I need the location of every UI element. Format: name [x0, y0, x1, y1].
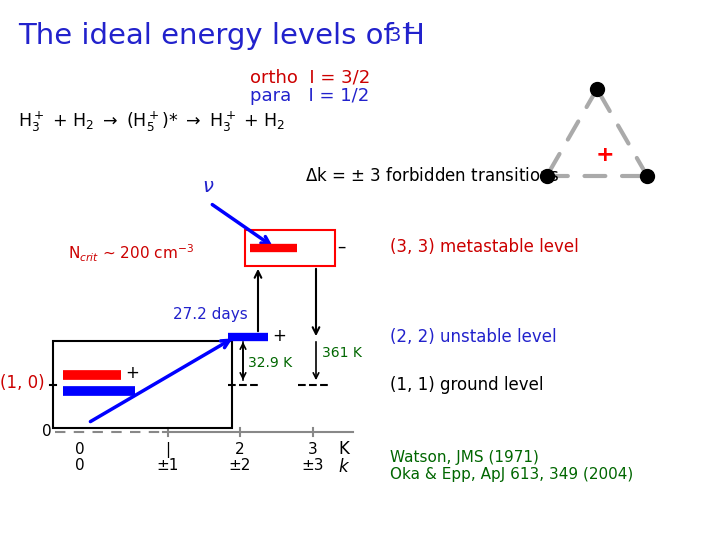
Text: 0: 0 [75, 458, 85, 473]
Text: (1, 0): (1, 0) [1, 374, 45, 391]
Text: (3, 3) metastable level: (3, 3) metastable level [390, 238, 579, 256]
Text: 2: 2 [235, 442, 245, 457]
Text: Oka & Epp, ApJ 613, 349 (2004): Oka & Epp, ApJ 613, 349 (2004) [390, 467, 634, 482]
Text: (2, 2) unstable level: (2, 2) unstable level [390, 328, 557, 346]
Text: 0: 0 [42, 423, 52, 438]
Text: H$_3^+$ + H$_2$ $\rightarrow$ (H$_5^+$)* $\rightarrow$ H$_3^+$ + H$_2$: H$_3^+$ + H$_2$ $\rightarrow$ (H$_5^+$)*… [18, 110, 285, 134]
Text: 3: 3 [308, 442, 318, 457]
Text: K: K [338, 440, 349, 458]
Text: (1, 1) ground level: (1, 1) ground level [390, 376, 544, 394]
Text: +: + [272, 327, 286, 345]
Text: The ideal energy levels of H: The ideal energy levels of H [18, 22, 425, 50]
Text: |: | [166, 442, 171, 458]
Text: 3: 3 [388, 26, 400, 45]
Text: 27.2 days: 27.2 days [173, 307, 248, 322]
Text: N$_{crit}$ ~ 200 cm$^{-3}$: N$_{crit}$ ~ 200 cm$^{-3}$ [68, 242, 194, 264]
Text: ortho  I = 3/2: ortho I = 3/2 [250, 68, 370, 86]
Text: ±1: ±1 [157, 458, 179, 473]
Text: 361 K: 361 K [322, 346, 362, 360]
Bar [53, 341, 232, 428]
Text: 32.9 K: 32.9 K [248, 356, 292, 370]
Text: ±2: ±2 [229, 458, 251, 473]
Text: ±3: ±3 [302, 458, 324, 473]
Text: $\Delta$k = $\pm$ 3 forbidden transitions: $\Delta$k = $\pm$ 3 forbidden transition… [305, 167, 560, 185]
Text: +: + [125, 364, 139, 382]
Text: 0: 0 [75, 442, 85, 457]
Text: +: + [400, 19, 415, 37]
Text: para   I = 1/2: para I = 1/2 [250, 87, 369, 105]
Text: Watson, JMS (1971): Watson, JMS (1971) [390, 450, 539, 465]
Text: k: k [338, 458, 348, 476]
Bar [245, 230, 335, 266]
Text: +: + [595, 145, 614, 165]
Text: ν: ν [202, 177, 213, 196]
Text: –: – [337, 238, 346, 256]
